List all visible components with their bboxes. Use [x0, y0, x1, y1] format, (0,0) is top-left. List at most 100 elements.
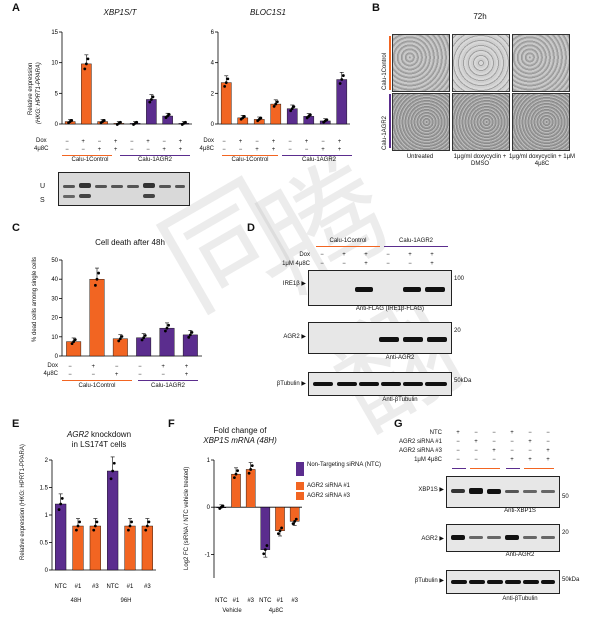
data-point: [340, 78, 344, 81]
y-tick-label: 0: [45, 568, 49, 574]
chart-title-bloc1s1: BLOC1S1: [249, 8, 287, 17]
dox-condition: −: [255, 139, 259, 145]
dox-label: Dox: [203, 138, 214, 144]
data-point: [234, 472, 238, 476]
inhibitor-condition: +: [321, 147, 325, 153]
dox-condition: +: [408, 252, 412, 258]
dox-condition: −: [222, 139, 226, 145]
data-point: [120, 335, 124, 338]
data-point: [78, 520, 81, 524]
inhibitor-condition: +: [184, 372, 189, 378]
inhibitor-condition: +: [430, 261, 434, 267]
dox-condition: −: [97, 139, 102, 145]
inhibitor-condition: −: [138, 372, 142, 378]
data-point: [289, 109, 293, 113]
data-point: [242, 115, 246, 118]
condition-mark: +: [546, 457, 550, 463]
x-tick-label: #1: [75, 584, 82, 590]
blot-label-tubulin: βTubulin ▶: [414, 578, 444, 584]
y-tick-label: 2: [211, 91, 215, 97]
data-point: [233, 476, 236, 480]
data-point: [83, 67, 87, 71]
dox-condition: +: [161, 364, 165, 370]
y-axis-label: Relative expression: [28, 62, 34, 115]
blot-xbp1s: [446, 476, 560, 508]
data-point: [167, 113, 171, 116]
dox-condition: −: [386, 252, 390, 258]
group-label-control: Calu-1Control: [329, 238, 367, 244]
bar: [89, 525, 101, 571]
dox-label: Dox: [36, 138, 47, 144]
antibody-label: Anti-AGR2: [385, 355, 415, 361]
bar: [81, 63, 92, 125]
group-label-agr2: Calu-1AGR2: [150, 383, 185, 389]
y-tick-label: 30: [51, 296, 58, 302]
y-tick-label: 0: [207, 505, 211, 511]
y-tick-label: 0: [55, 354, 59, 360]
dox-condition: +: [184, 364, 189, 370]
inhibitor-label: 1μM 4μ8C: [282, 261, 310, 267]
data-point: [265, 544, 269, 547]
dox-condition: +: [342, 252, 346, 258]
bar: [231, 473, 241, 508]
data-point: [128, 524, 132, 528]
row-label-control: Calu-1Control: [382, 52, 388, 90]
condition-row-label: AGR2 siRNA #1: [398, 439, 442, 445]
dox-condition: +: [430, 252, 434, 258]
data-point: [149, 98, 153, 101]
micrograph-control-dox: [452, 34, 510, 92]
condition-mark: +: [510, 430, 514, 436]
data-point: [167, 323, 170, 327]
inhibitor-condition: +: [178, 147, 183, 153]
data-point: [92, 528, 96, 532]
inhibitor-condition: −: [222, 147, 226, 153]
inhibitor-label: 4μ8C: [43, 371, 58, 377]
dox-label: Dox: [299, 252, 310, 258]
micrograph-agr2-untreated: [392, 93, 450, 151]
y-tick-label: 0.5: [40, 541, 49, 547]
data-point: [97, 271, 100, 275]
bar: [286, 108, 298, 125]
bar: [136, 337, 152, 357]
mw-marker: 50kDa: [454, 378, 472, 384]
y-tick-label: 1: [45, 513, 49, 519]
group-label-inhibitor: 4μ8C: [268, 608, 284, 614]
data-point: [223, 84, 227, 88]
bar: [336, 79, 348, 125]
bar-chart-bloc1s1: 0 2 4 6: [211, 30, 350, 128]
bar: [260, 507, 271, 550]
data-point: [164, 329, 167, 333]
data-point: [272, 104, 276, 108]
dox-condition: −: [130, 139, 134, 145]
x-tick-label: #3: [92, 584, 99, 590]
data-point: [94, 283, 97, 287]
dox-condition: −: [68, 364, 72, 370]
gel-image: [58, 172, 190, 206]
panel-label-g: G: [394, 418, 403, 430]
dox-condition: −: [320, 252, 324, 258]
group-label-control: Calu-1Control: [231, 157, 269, 163]
y-axis-label: Log2 FC (siRNA / NTC vehicle treated): [184, 466, 190, 570]
data-point: [112, 461, 116, 465]
blot-agr2-g: [446, 524, 560, 552]
bar: [89, 279, 105, 357]
y-tick-label: 15: [51, 30, 58, 36]
inhibitor-condition: +: [271, 147, 276, 153]
bar: [245, 469, 256, 508]
dox-condition: +: [364, 252, 368, 258]
data-point: [72, 340, 76, 343]
dox-condition: +: [304, 139, 309, 145]
panel-label-e: E: [12, 418, 20, 430]
data-point: [102, 118, 106, 122]
panel-label-b: B: [372, 2, 380, 14]
row-bar-control: [389, 36, 391, 90]
data-point: [165, 326, 169, 330]
data-point: [274, 102, 278, 106]
row-label-agr2: Calu-1AGR2: [382, 115, 388, 150]
data-point: [70, 342, 74, 346]
inhibitor-condition: −: [320, 261, 324, 267]
inhibitor-condition: −: [408, 261, 412, 267]
data-point: [147, 520, 151, 524]
group-label-agr2: Calu-1AGR2: [398, 238, 433, 244]
dox-condition: +: [91, 364, 96, 370]
